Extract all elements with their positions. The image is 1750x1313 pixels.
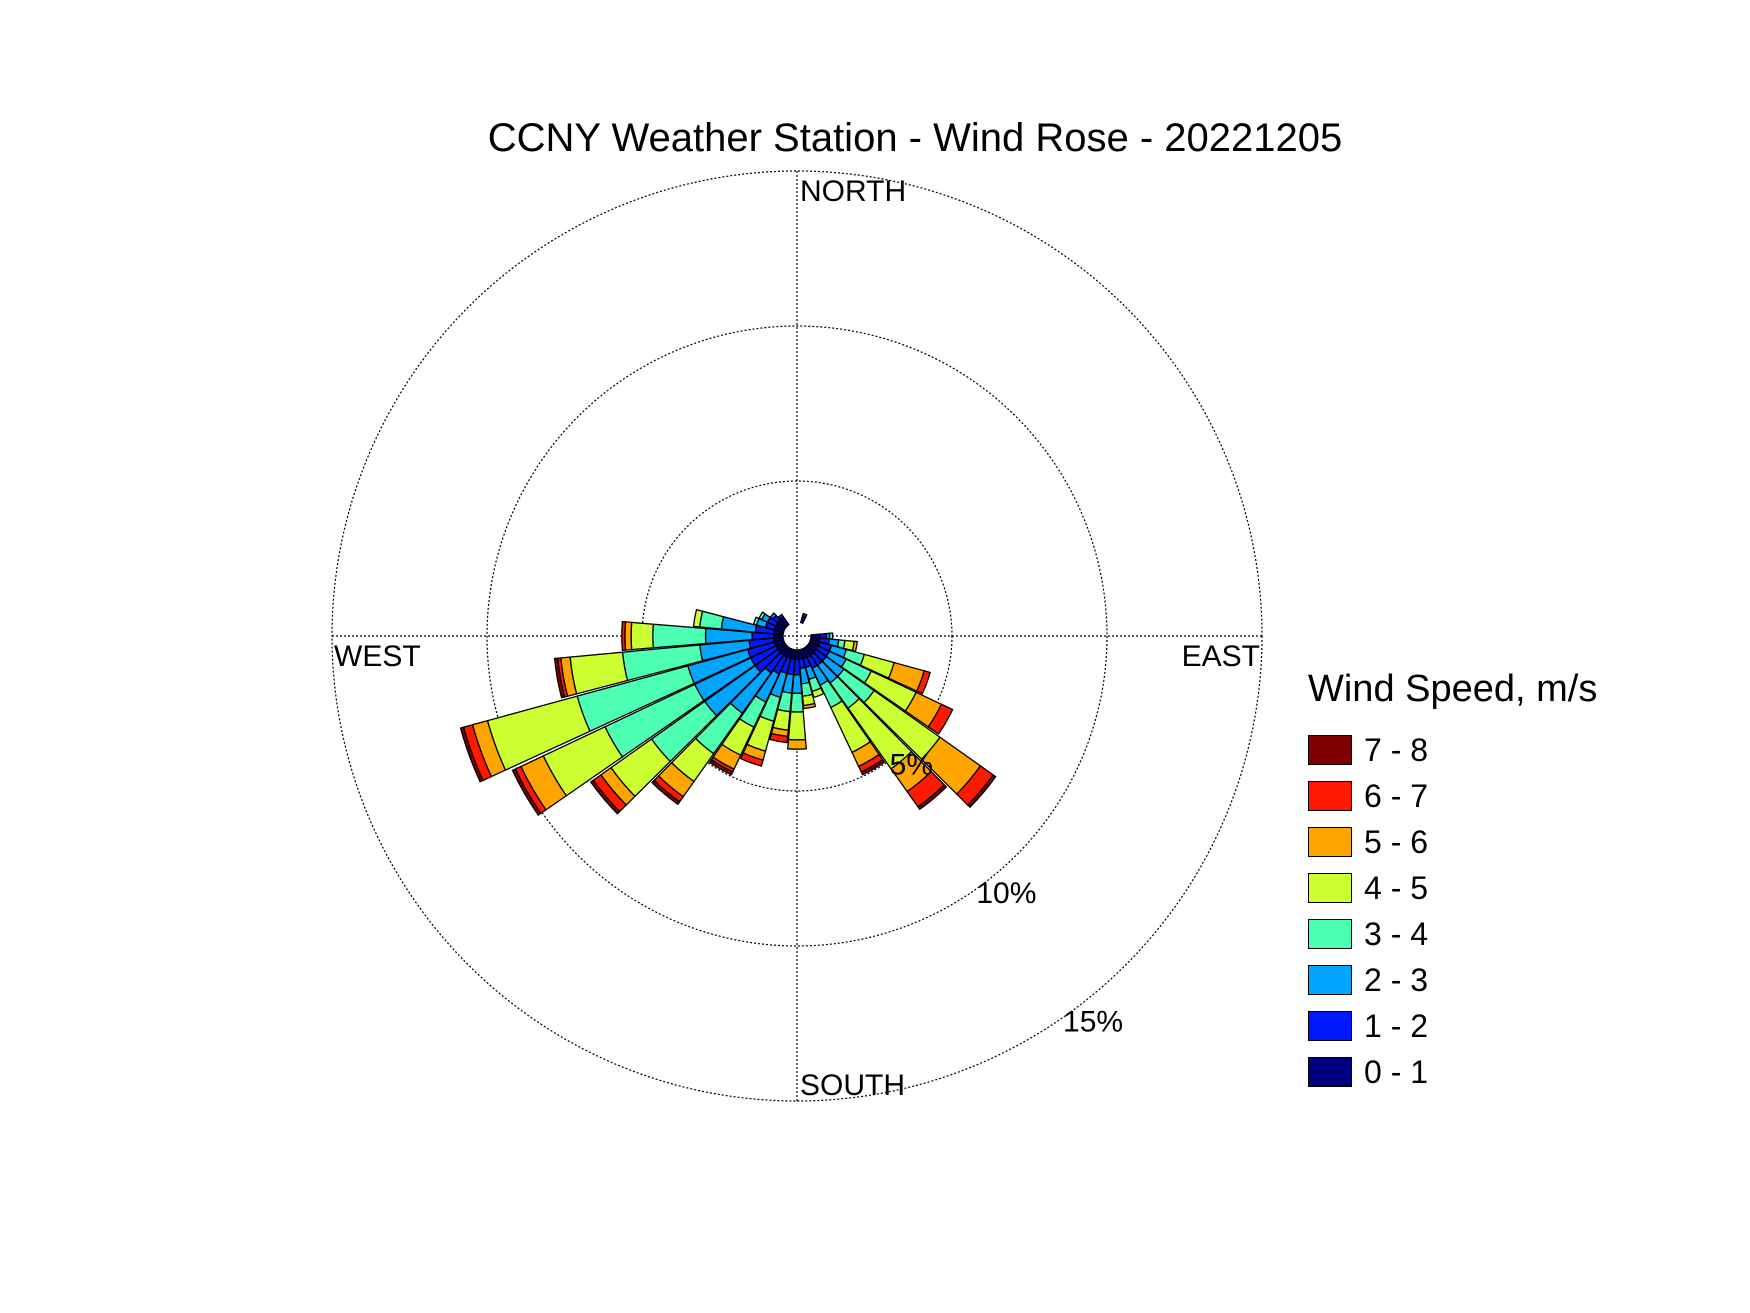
legend-label: 1 - 2: [1364, 1007, 1429, 1044]
sector-130-bin-7: [966, 773, 997, 809]
chart-title: CCNY Weather Station - Wind Rose - 20221…: [487, 116, 1343, 160]
legend-label: 7 - 8: [1364, 731, 1429, 768]
grid-circle-1: [486, 325, 1108, 947]
sector-120-bin-6: [927, 703, 954, 735]
sector-180-bin-5: [787, 738, 807, 750]
legend-items: 7 - 8 6 - 7 5 - 6 4 - 5 3 - 4 2 - 3 1 - 2 0 - 1: [1308, 727, 1597, 1095]
legend-item: 7 - 8: [1308, 727, 1597, 773]
legend-swatch: [1308, 735, 1352, 765]
radial-tick-label-2: 15%: [1063, 1006, 1123, 1039]
legend-swatch: [1308, 873, 1352, 903]
sector-290-bin-3: [752, 616, 760, 626]
sector-240-bin-7: [511, 768, 542, 817]
sector-90-bin-0: [810, 633, 821, 639]
legend-item: 3 - 4: [1308, 911, 1597, 957]
sector-190-bin-6: [769, 732, 789, 744]
sector-270-bin-5: [624, 621, 633, 651]
legend-label: 0 - 1: [1364, 1053, 1429, 1090]
legend-item: 6 - 7: [1308, 773, 1597, 819]
sector-310-bin-2: [769, 612, 777, 620]
sector-260-bin-7: [553, 657, 566, 699]
direction-label-east: EAST: [1182, 640, 1260, 673]
axis-labels: NORTH SOUTH WEST EAST 5% 10% 15%: [334, 175, 1260, 1102]
polar-grid: [331, 170, 1263, 1102]
sector-20-bin-1: [801, 612, 808, 619]
radial-tick-label-0: 5%: [890, 749, 933, 782]
sector-320-bin-1: [777, 613, 785, 621]
sector-300-bin-3: [758, 611, 767, 621]
legend-title: Wind Speed, m/s: [1308, 668, 1598, 710]
sector-160-bin-4: [811, 687, 825, 699]
sector-270-bin-3: [652, 623, 707, 649]
radial-tick-label-1: 10%: [976, 877, 1036, 910]
sector-200-bin-6: [739, 752, 764, 767]
legend: Wind Speed, m/s 7 - 8 6 - 7 5 - 6 4 - 5 3 - …: [1308, 668, 1597, 1095]
legend-swatch: [1308, 1057, 1352, 1087]
sector-210-bin-7: [708, 758, 734, 776]
legend-label: 4 - 5: [1364, 869, 1429, 906]
sector-270-bin-6: [621, 620, 627, 652]
direction-label-south: SOUTH: [800, 1069, 905, 1102]
direction-label-north: NORTH: [800, 175, 906, 208]
sector-180-bin-3: [790, 692, 804, 713]
legend-swatch: [1308, 827, 1352, 857]
legend-item: 1 - 2: [1308, 1003, 1597, 1049]
legend-label: 6 - 7: [1364, 777, 1429, 814]
legend-item: 4 - 5: [1308, 865, 1597, 911]
legend-label: 3 - 4: [1364, 915, 1429, 952]
sector-110-bin-6: [915, 669, 931, 695]
sector-280-bin-3: [699, 610, 725, 630]
legend-swatch: [1308, 1011, 1352, 1041]
legend-swatch: [1308, 919, 1352, 949]
wind-rose-sectors: [459, 608, 997, 817]
legend-swatch: [1308, 781, 1352, 811]
sector-280-bin-2: [720, 615, 758, 633]
legend-label: 5 - 6: [1364, 823, 1429, 860]
direction-label-west: WEST: [334, 640, 421, 673]
sector-270-bin-4: [630, 621, 654, 651]
sector-250-bin-7: [459, 726, 484, 783]
legend-item: 0 - 1: [1308, 1049, 1597, 1095]
sector-170-bin-5: [802, 702, 817, 710]
sector-230-bin-7: [589, 779, 621, 815]
sector-220-bin-7: [651, 779, 681, 806]
sector-180-bin-4: [787, 711, 807, 741]
sector-90-bin-1: [819, 632, 828, 640]
sector-280-bin-4: [692, 608, 704, 628]
sector-140-bin-7: [917, 783, 948, 811]
legend-item: 5 - 6: [1308, 819, 1597, 865]
sector-90-bin-3: [828, 632, 834, 640]
legend-item: 2 - 3: [1308, 957, 1597, 1003]
sector-150-bin-7: [860, 758, 886, 776]
legend-label: 2 - 3: [1364, 961, 1429, 998]
legend-swatch: [1308, 965, 1352, 995]
